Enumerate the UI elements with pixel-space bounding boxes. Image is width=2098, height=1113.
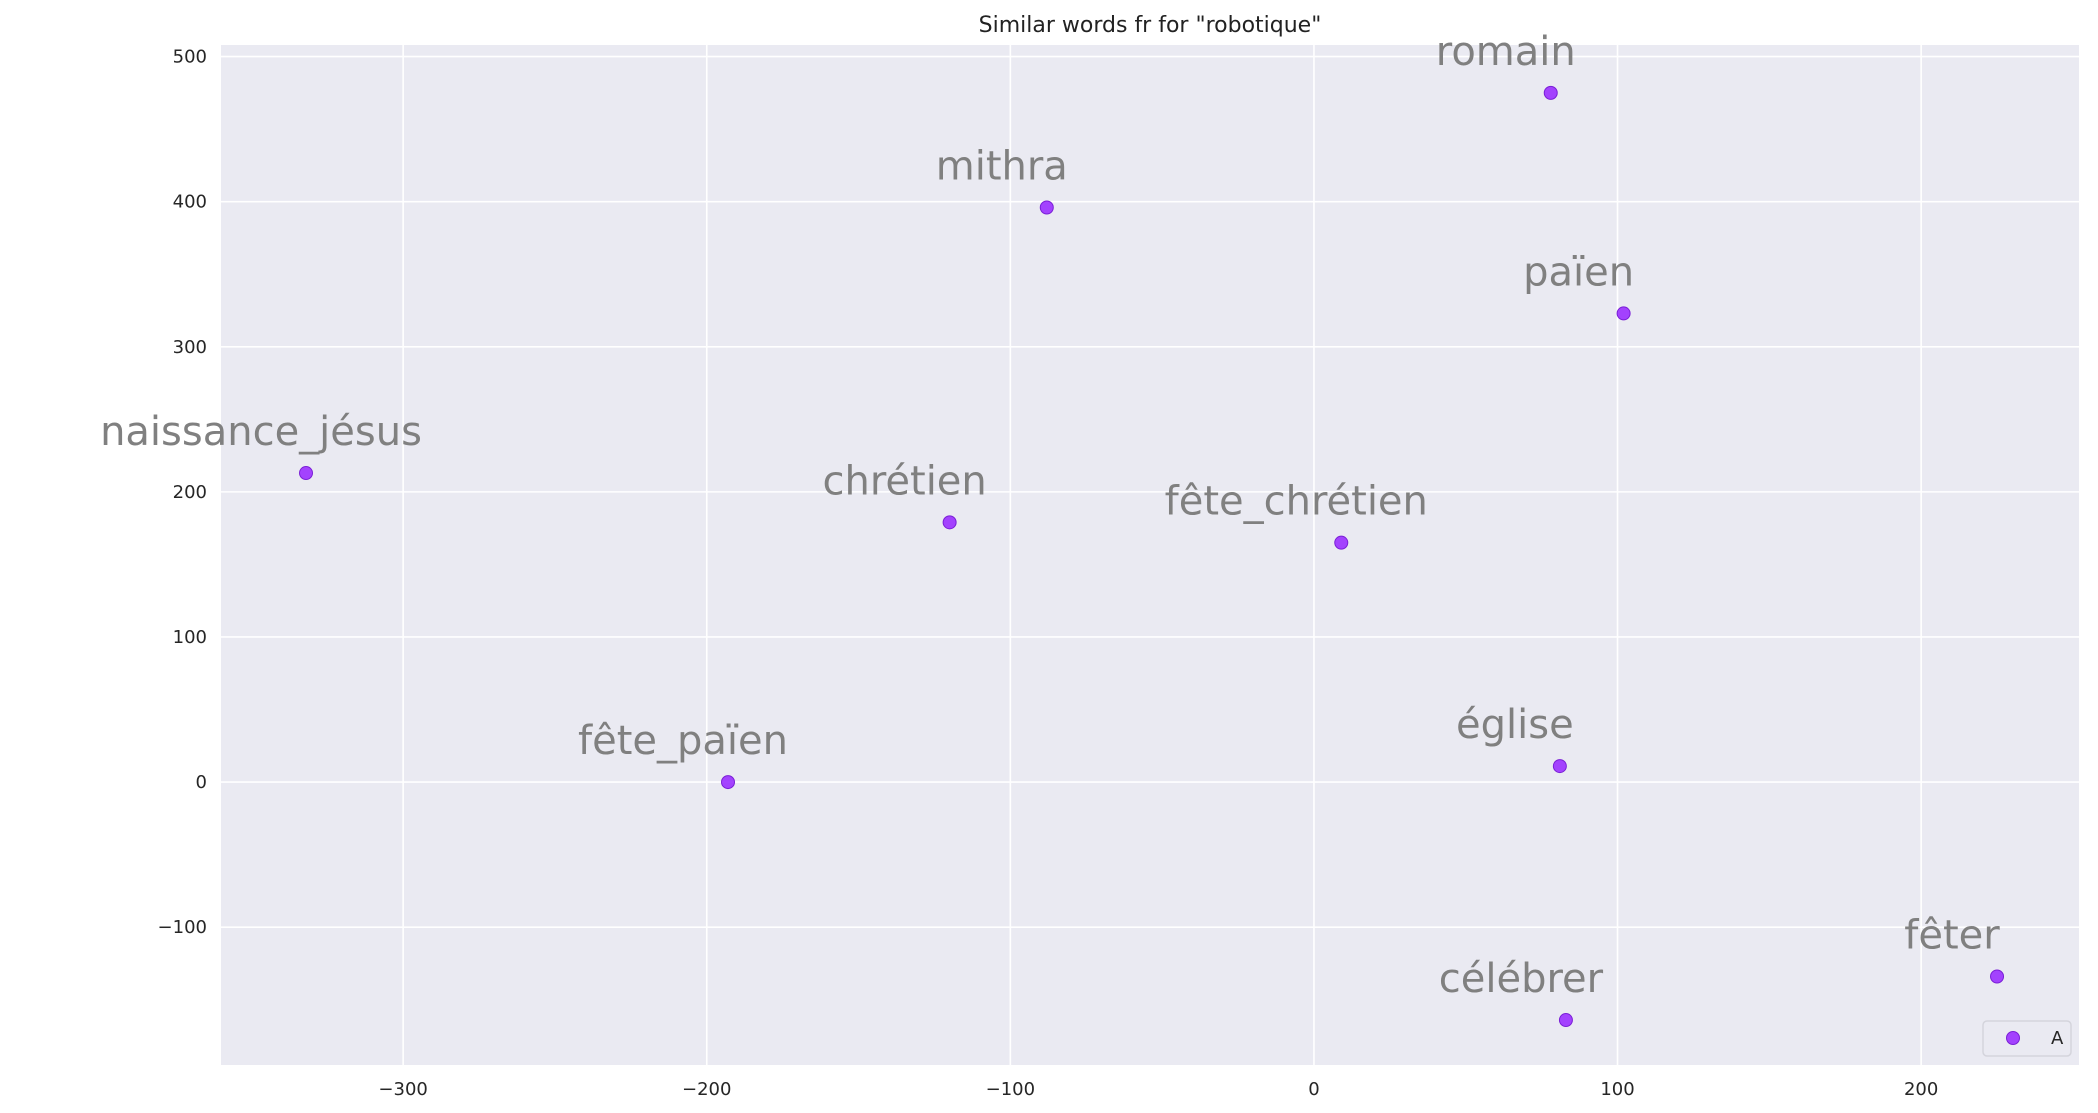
data-point	[942, 515, 957, 530]
legend-marker	[2006, 1031, 2020, 1045]
word-label: fêter	[1904, 912, 2000, 958]
data-point	[299, 466, 314, 481]
data-point	[1616, 306, 1631, 321]
word-label: célébrer	[1439, 956, 1604, 1002]
legend-label-a: A	[2051, 1028, 2064, 1049]
x-tick-label: −300	[378, 1079, 427, 1100]
legend-box	[1982, 1020, 2072, 1057]
y-tick-label: 100	[173, 627, 207, 648]
data-point	[1558, 1013, 1573, 1028]
y-tick-label: 0	[196, 772, 207, 793]
word-label: fête_chrétien	[1165, 479, 1428, 525]
data-point	[1543, 85, 1558, 100]
word-label: romain	[1436, 29, 1576, 75]
y-tick-label: 200	[173, 482, 207, 503]
data-point	[1552, 759, 1567, 774]
word-label: païen	[1523, 249, 1634, 295]
grid-lines	[221, 45, 2079, 1065]
chart-title: Similar words fr for "robotique"	[979, 13, 1322, 38]
data-point	[1039, 200, 1054, 215]
data-point	[721, 775, 736, 790]
x-tick-label: 0	[1308, 1079, 1319, 1100]
word-label: mithra	[936, 144, 1068, 190]
x-tick-label: −100	[986, 1079, 1035, 1100]
y-tick-label: 400	[173, 192, 207, 213]
word-label: naissance_jésus	[100, 409, 422, 455]
word-labels: romain mithra païen naissance_jésus chrétien…	[100, 29, 2000, 1002]
x-axis: −300 −200 −100 0 100 200	[378, 1079, 1938, 1100]
y-tick-label: 300	[173, 337, 207, 358]
x-tick-label: 200	[1904, 1079, 1938, 1100]
data-point	[1990, 969, 2005, 984]
y-tick-label: 500	[173, 47, 207, 68]
x-tick-label: 100	[1600, 1079, 1634, 1100]
y-axis: −100 0 100 200 300 400 500	[158, 47, 207, 939]
word-label: église	[1456, 702, 1574, 748]
word-label: chrétien	[822, 458, 986, 504]
legend: A	[1982, 1020, 2072, 1057]
y-tick-label: −100	[158, 917, 207, 938]
x-tick-label: −200	[682, 1079, 731, 1100]
data-points	[299, 85, 2005, 1028]
word-label: fête_païen	[578, 718, 788, 764]
plot-area	[221, 45, 2079, 1065]
data-point	[1334, 535, 1349, 550]
